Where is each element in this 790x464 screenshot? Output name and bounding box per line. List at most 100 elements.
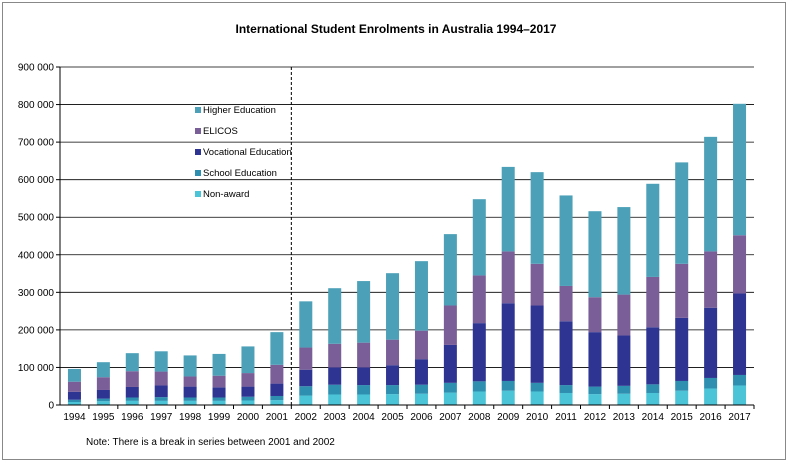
bar-school-education-1998 bbox=[183, 397, 197, 401]
legend-swatch bbox=[195, 149, 201, 155]
x-tick-label: 2001 bbox=[266, 412, 289, 423]
bar-vocational-education-2006 bbox=[414, 359, 428, 385]
bar-non-award-2013 bbox=[617, 393, 631, 405]
bar-non-award-2012 bbox=[588, 394, 602, 405]
bar-higher-education-2000 bbox=[241, 346, 255, 374]
bar-elicos-2003 bbox=[328, 343, 342, 368]
bar-elicos-2005 bbox=[386, 339, 400, 366]
legend-label: ELICOS bbox=[203, 126, 238, 137]
bar-elicos-1996 bbox=[125, 371, 139, 387]
bar-elicos-2007 bbox=[443, 305, 457, 345]
bar-school-education-1995 bbox=[96, 398, 110, 402]
bar-school-education-1994 bbox=[67, 399, 81, 402]
x-tick-label: 1997 bbox=[150, 412, 173, 423]
bar-vocational-education-2005 bbox=[386, 365, 400, 386]
bar-higher-education-2011 bbox=[559, 195, 573, 286]
bar-higher-education-2015 bbox=[675, 162, 689, 264]
legend-swatch bbox=[195, 107, 201, 113]
x-tick-label: 2014 bbox=[642, 412, 665, 423]
bar-vocational-education-1999 bbox=[212, 387, 226, 398]
bar-higher-education-2005 bbox=[386, 273, 400, 340]
bar-school-education-2017 bbox=[733, 374, 747, 386]
bar-non-award-2004 bbox=[357, 394, 371, 405]
bar-higher-education-2009 bbox=[501, 166, 515, 252]
x-tick-label: 2011 bbox=[555, 412, 577, 423]
bar-higher-education-2010 bbox=[530, 172, 544, 264]
legend-label: School Education bbox=[203, 168, 277, 179]
bar-elicos-1998 bbox=[183, 376, 197, 387]
bar-non-award-1996 bbox=[125, 400, 139, 405]
x-tick-label: 2017 bbox=[728, 412, 751, 423]
bar-higher-education-2006 bbox=[414, 261, 428, 331]
bar-non-award-1995 bbox=[96, 401, 110, 405]
bar-school-education-2007 bbox=[443, 382, 457, 393]
bar-non-award-2001 bbox=[270, 400, 284, 405]
bar-school-education-2014 bbox=[646, 384, 660, 393]
y-tick-label: 400 000 bbox=[18, 250, 55, 261]
bar-school-education-1996 bbox=[125, 397, 139, 401]
bar-school-education-2016 bbox=[704, 377, 718, 389]
bar-school-education-2004 bbox=[357, 385, 371, 395]
x-tick-label: 2008 bbox=[468, 412, 491, 423]
bar-higher-education-1995 bbox=[96, 362, 110, 378]
y-tick-label: 500 000 bbox=[18, 213, 55, 224]
bar-non-award-1994 bbox=[67, 401, 81, 405]
x-tick-label: 1999 bbox=[208, 412, 231, 423]
y-tick-label: 200 000 bbox=[18, 325, 55, 336]
bar-school-education-2000 bbox=[241, 396, 255, 401]
bar-higher-education-2003 bbox=[328, 288, 342, 344]
bar-vocational-education-1998 bbox=[183, 386, 197, 398]
bar-vocational-education-1996 bbox=[125, 386, 139, 398]
bar-elicos-2000 bbox=[241, 373, 255, 387]
x-tick-label: 1998 bbox=[179, 412, 202, 423]
bar-elicos-2017 bbox=[733, 235, 747, 294]
bar-vocational-education-2014 bbox=[646, 327, 660, 385]
bar-elicos-1994 bbox=[67, 381, 81, 392]
bar-vocational-education-2004 bbox=[357, 367, 371, 386]
bar-elicos-2010 bbox=[530, 263, 544, 306]
x-tick-label: 2009 bbox=[497, 412, 520, 423]
bar-non-award-2010 bbox=[530, 391, 544, 405]
bar-elicos-1999 bbox=[212, 375, 226, 388]
x-tick-label: 2013 bbox=[613, 412, 636, 423]
legend-label: Vocational Education bbox=[203, 147, 292, 158]
gridlines bbox=[60, 66, 754, 368]
bar-elicos-2009 bbox=[501, 251, 515, 304]
x-axis: 1994 1995 1996 1997 1998 1999 2000 2001 2002 2003… bbox=[60, 404, 755, 423]
x-tick-label: 2000 bbox=[237, 412, 260, 423]
bar-vocational-education-2007 bbox=[443, 344, 457, 383]
bar-higher-education-2002 bbox=[299, 301, 313, 348]
bar-non-award-2014 bbox=[646, 392, 660, 405]
bar-school-education-2010 bbox=[530, 382, 544, 392]
bar-elicos-2004 bbox=[357, 342, 371, 368]
x-tick-label: 2004 bbox=[353, 412, 376, 423]
bar-higher-education-2017 bbox=[733, 103, 747, 236]
bar-higher-education-1998 bbox=[183, 355, 197, 377]
bar-higher-education-2013 bbox=[617, 207, 631, 295]
bar-elicos-2014 bbox=[646, 276, 660, 328]
bar-vocational-education-2001 bbox=[270, 383, 284, 396]
bar-higher-education-2016 bbox=[704, 136, 718, 252]
x-tick-label: 2005 bbox=[381, 412, 404, 423]
bar-higher-education-2012 bbox=[588, 211, 602, 298]
legend-swatch bbox=[195, 128, 201, 134]
x-tick-label: 2016 bbox=[700, 412, 723, 423]
bar-elicos-2008 bbox=[472, 275, 486, 324]
legend-label: Higher Education bbox=[203, 105, 276, 116]
y-tick-label: 700 000 bbox=[18, 138, 55, 149]
bar-higher-education-2008 bbox=[472, 199, 486, 276]
bar-vocational-education-2003 bbox=[328, 367, 342, 385]
bar-higher-education-2004 bbox=[357, 281, 371, 343]
bar-school-education-2002 bbox=[299, 386, 313, 396]
y-axis: 0 100 000 200 000 300 000 400 000 500 000 600 … bbox=[18, 63, 61, 412]
legend-label: Non-award bbox=[203, 189, 249, 200]
bar-non-award-2016 bbox=[704, 388, 718, 405]
bar-school-education-2006 bbox=[414, 384, 428, 394]
bar-elicos-2013 bbox=[617, 294, 631, 336]
bar-non-award-2005 bbox=[386, 394, 400, 405]
bar-non-award-2003 bbox=[328, 394, 342, 405]
bar-non-award-1998 bbox=[183, 400, 197, 405]
x-tick-label: 2006 bbox=[410, 412, 433, 423]
bar-vocational-education-2000 bbox=[241, 386, 255, 397]
bar-higher-education-1996 bbox=[125, 353, 139, 372]
